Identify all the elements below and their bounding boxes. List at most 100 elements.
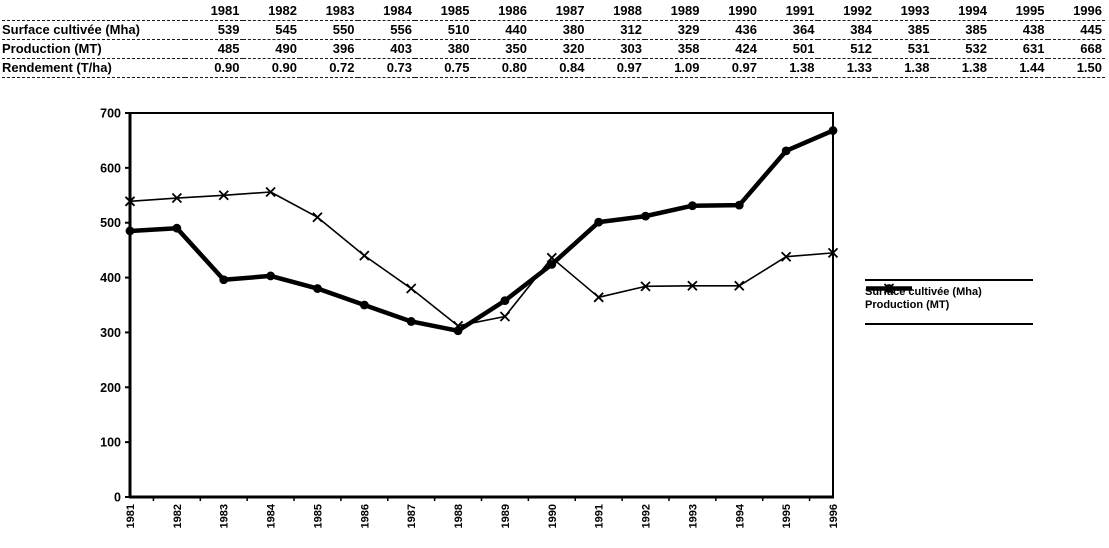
year-header: 1995 <box>1015 3 1045 18</box>
table-cell: 1.33 <box>817 58 875 78</box>
year-header: 1990 <box>728 3 757 18</box>
data-point-marker <box>593 292 604 303</box>
year-header: 1987 <box>555 3 585 18</box>
table-cell: 545 <box>242 20 300 40</box>
table-cell: 385 <box>932 20 990 40</box>
legend-item: Production (MT) <box>865 284 1033 311</box>
table-cell: 0.90 <box>185 58 243 78</box>
row-label: Rendement (T/ha) <box>2 58 185 78</box>
x-axis-tick-label: 1986 <box>359 504 371 528</box>
table-cell: 1.50 <box>1047 58 1105 78</box>
data-point-marker <box>172 223 182 233</box>
table-row: Production (MT) 485 490 396 403 380 350 320 303 3… <box>2 39 1105 59</box>
table-cell: 0.97 <box>702 58 760 78</box>
data-point-marker <box>640 281 651 292</box>
x-axis-tick-label: 1990 <box>547 504 559 528</box>
year-header: 1986 <box>498 3 527 18</box>
line-chart: 0 100 200 300 400 500 600 700 1981 1982 1983 1984 19… <box>100 107 840 529</box>
table-cell: 385 <box>875 20 933 40</box>
plot-area-border <box>129 112 834 498</box>
chart-legend: Surface cultivée (Mha) Production (MT) <box>865 279 1033 325</box>
x-axis-tick-label: 1995 <box>781 504 793 528</box>
x-axis-tick-label: 1982 <box>172 504 184 528</box>
table-header-row: 1981 1982 1983 1984 1985 1986 1987 1988 1989 1990… <box>2 2 1105 21</box>
x-axis-tick-label: 1984 <box>266 503 278 528</box>
table-cell: 384 <box>817 20 875 40</box>
y-axis-tick-label: 700 <box>100 107 121 121</box>
x-axis-tick-label: 1994 <box>734 503 746 528</box>
table-cell: 364 <box>760 20 818 40</box>
table-cell: 440 <box>472 20 530 40</box>
x-axis-tick-label: 1996 <box>828 504 840 528</box>
table-cell: 312 <box>587 20 645 40</box>
year-header: 1996 <box>1073 3 1102 18</box>
y-axis-tick-label: 0 <box>114 491 121 505</box>
y-axis-tick-label: 100 <box>100 436 121 450</box>
data-point-marker <box>780 251 792 262</box>
x-axis-tick-label: 1987 <box>406 504 418 528</box>
series-line-0 <box>129 191 834 327</box>
table-cell: 532 <box>932 39 990 59</box>
data-point-marker <box>500 296 510 306</box>
series-line-1 <box>127 128 836 334</box>
data-point-marker <box>828 126 838 135</box>
data-point-marker <box>641 211 650 221</box>
table-cell: 501 <box>760 39 818 59</box>
data-point-marker <box>547 260 557 269</box>
table-cell: 510 <box>415 20 473 40</box>
data-point-marker <box>687 280 698 291</box>
year-header: 1991 <box>785 3 815 18</box>
table-row: Rendement (T/ha) 0.90 0.90 0.72 0.73 0.75 0.80… <box>2 58 1105 78</box>
table-cell: 329 <box>645 20 703 40</box>
data-point-marker <box>688 201 697 211</box>
table-cell: 396 <box>300 39 358 59</box>
y-axis-tick-label: 600 <box>100 161 121 175</box>
table-cell: 350 <box>472 39 530 59</box>
year-header: 1983 <box>325 3 355 18</box>
year-header: 1993 <box>900 3 930 18</box>
data-table: 1981 1982 1983 1984 1985 1986 1987 1988 1989 1990… <box>2 2 1105 78</box>
data-point-marker <box>313 284 322 293</box>
table-cell: 0.73 <box>357 58 415 78</box>
table-cell: 556 <box>357 20 415 40</box>
data-point-marker <box>734 280 745 291</box>
year-header: 1981 <box>210 3 240 18</box>
table-cell: 380 <box>530 20 588 40</box>
data-point-marker <box>827 247 839 259</box>
table-cell: 1.44 <box>990 58 1048 78</box>
thick-line-dot-marker-icon <box>866 284 912 293</box>
table-cell: 438 <box>990 20 1048 40</box>
table-cell: 631 <box>990 39 1048 59</box>
year-header: 1994 <box>958 3 987 18</box>
data-point-marker <box>406 317 416 326</box>
year-header: 1992 <box>843 3 872 18</box>
data-point-marker <box>499 311 511 322</box>
table-cell: 485 <box>185 39 243 59</box>
year-header: 1989 <box>670 3 700 18</box>
table-cell: 0.84 <box>530 58 588 78</box>
data-point-marker <box>734 200 744 210</box>
x-axis-tick-label: 1988 <box>453 504 465 528</box>
x-axis-tick-label: 1985 <box>312 504 324 528</box>
row-label: Production (MT) <box>2 39 185 59</box>
data-point-marker <box>125 226 135 236</box>
x-axis-tick-label: 1981 <box>125 504 137 528</box>
table-cell: 1.38 <box>932 58 990 78</box>
table-cell: 303 <box>587 39 645 59</box>
table-cell: 550 <box>300 20 358 40</box>
table-cell: 531 <box>875 39 933 59</box>
table-cell: 668 <box>1047 39 1105 59</box>
table-cell: 0.72 <box>300 58 358 78</box>
table-cell: 445 <box>1047 20 1105 40</box>
year-header: 1988 <box>613 3 642 18</box>
x-axis-tick-label: 1991 <box>594 504 606 528</box>
data-point-marker <box>781 146 791 156</box>
table-cell: 424 <box>702 39 760 59</box>
x-axis-tick-label: 1989 <box>500 504 512 528</box>
data-point-marker <box>266 271 275 281</box>
year-header: 1984 <box>383 3 412 18</box>
table-row: Surface cultivée (Mha) 539 545 550 556 510 440… <box>2 20 1105 40</box>
y-axis-tick-label: 200 <box>100 381 121 395</box>
x-axis-tick-label: 1993 <box>687 504 699 528</box>
